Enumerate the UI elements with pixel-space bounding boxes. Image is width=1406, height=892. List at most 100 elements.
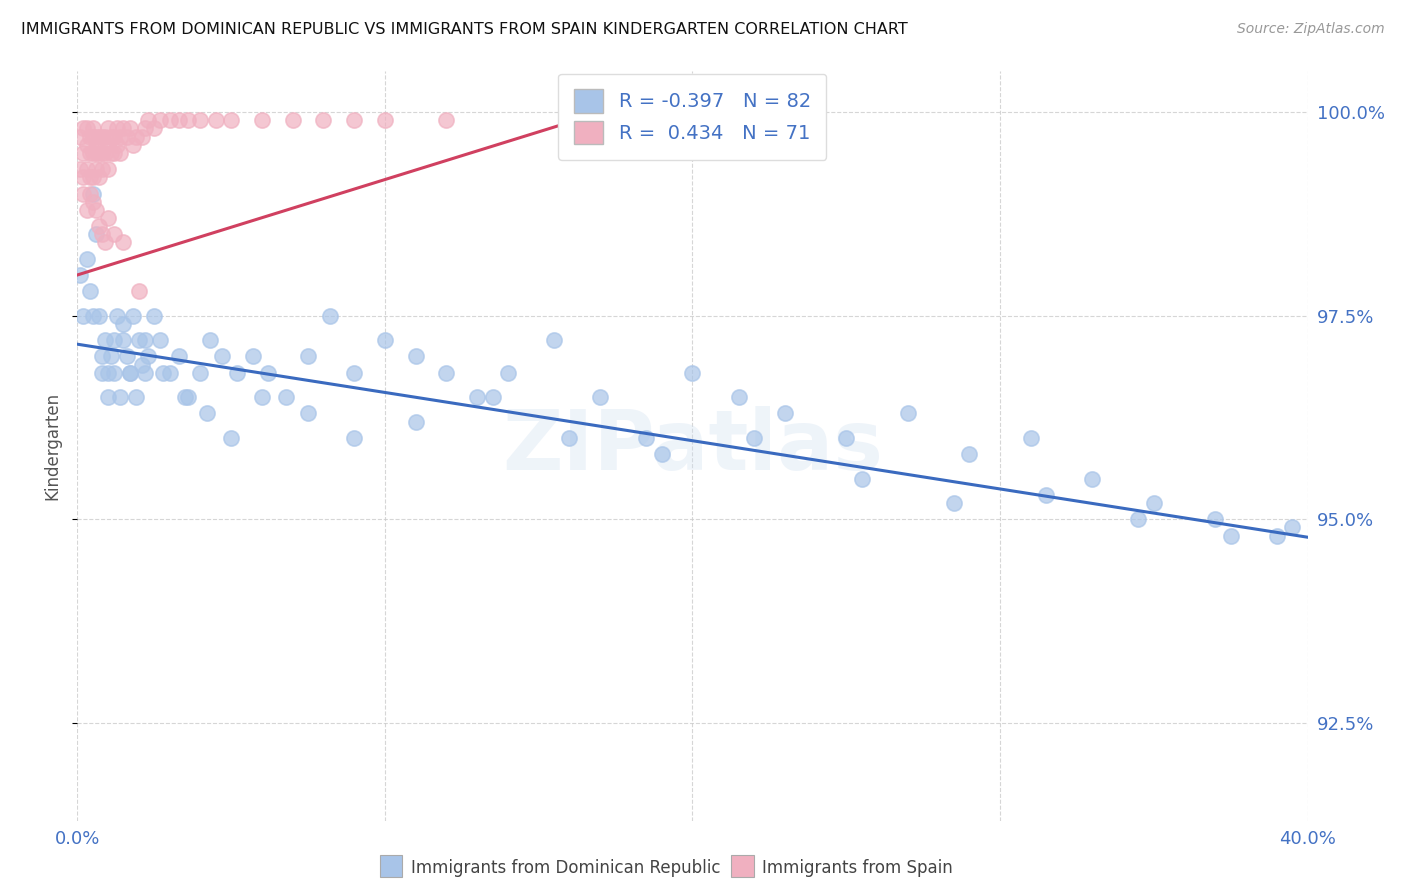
Point	[558, 431, 581, 445]
Legend: R = -0.397   N = 82, R =  0.434   N = 71: R = -0.397 N = 82, R = 0.434 N = 71	[558, 73, 827, 160]
Point	[84, 129, 107, 144]
Point	[82, 194, 104, 209]
Point	[851, 472, 873, 486]
Point	[90, 162, 114, 177]
Point	[727, 390, 749, 404]
Point	[343, 431, 366, 445]
Point	[97, 211, 120, 225]
Point	[481, 390, 503, 404]
Point	[131, 358, 153, 372]
Point	[1081, 472, 1104, 486]
Point	[76, 121, 98, 136]
Point	[167, 113, 190, 128]
Point	[87, 129, 110, 144]
Point	[72, 186, 94, 201]
Point	[636, 431, 658, 445]
Point	[72, 170, 94, 185]
Point	[128, 333, 150, 347]
Point	[94, 235, 117, 250]
Point	[1281, 520, 1303, 534]
Point	[105, 121, 128, 136]
Text: Immigrants from Dominican Republic: Immigrants from Dominican Republic	[411, 859, 720, 877]
Point	[94, 129, 117, 144]
Point	[1128, 512, 1150, 526]
Point	[84, 162, 107, 177]
Point	[97, 137, 120, 152]
Point	[125, 390, 148, 404]
Point	[97, 390, 120, 404]
Point	[79, 170, 101, 185]
Point	[211, 350, 233, 364]
Point	[134, 366, 156, 380]
Point	[90, 350, 114, 364]
Point	[112, 121, 135, 136]
Point	[110, 145, 132, 160]
Point	[82, 129, 104, 144]
Point	[79, 145, 101, 160]
Point	[374, 333, 396, 347]
Point	[589, 390, 612, 404]
Point	[465, 390, 488, 404]
Point	[134, 333, 156, 347]
Point	[436, 366, 458, 380]
Point	[100, 129, 122, 144]
Point	[957, 447, 980, 461]
Point	[136, 113, 159, 128]
Point	[134, 121, 156, 136]
Point	[82, 170, 104, 185]
Point	[112, 333, 135, 347]
Point	[118, 121, 141, 136]
Point	[94, 333, 117, 347]
Point	[405, 350, 427, 364]
Point	[250, 390, 273, 404]
Point	[103, 145, 125, 160]
Point	[121, 137, 143, 152]
Point	[79, 285, 101, 299]
Point	[131, 129, 153, 144]
Text: IMMIGRANTS FROM DOMINICAN REPUBLIC VS IMMIGRANTS FROM SPAIN KINDERGARTEN CORRELA: IMMIGRANTS FROM DOMINICAN REPUBLIC VS IM…	[21, 22, 908, 37]
Point	[174, 390, 197, 404]
Text: ZIPatlas: ZIPatlas	[502, 406, 883, 486]
Point	[343, 113, 366, 128]
Point	[149, 333, 172, 347]
Point	[90, 145, 114, 160]
Point	[90, 366, 114, 380]
Point	[143, 309, 166, 323]
Point	[177, 390, 200, 404]
Point	[121, 309, 143, 323]
Point	[374, 113, 396, 128]
Point	[105, 137, 128, 152]
Point	[103, 129, 125, 144]
Point	[72, 309, 94, 323]
Point	[125, 129, 148, 144]
Point	[136, 350, 159, 364]
Point	[318, 309, 340, 323]
Point	[149, 113, 172, 128]
Point	[682, 366, 704, 380]
Point	[79, 186, 101, 201]
Point	[110, 390, 132, 404]
Point	[69, 129, 91, 144]
Point	[87, 309, 110, 323]
Point	[97, 366, 120, 380]
Point	[152, 366, 174, 380]
Point	[103, 366, 125, 380]
Point	[177, 113, 200, 128]
Point	[1019, 431, 1042, 445]
Point	[84, 227, 107, 242]
Point	[76, 202, 98, 217]
Point	[543, 333, 565, 347]
Point	[128, 285, 150, 299]
Point	[159, 113, 181, 128]
Point	[76, 252, 98, 266]
Point	[297, 406, 319, 420]
Point	[82, 145, 104, 160]
Point	[87, 145, 110, 160]
Point	[250, 113, 273, 128]
Point	[651, 447, 673, 461]
Point	[219, 113, 242, 128]
Point	[100, 350, 122, 364]
Point	[118, 366, 141, 380]
Point	[1143, 496, 1166, 510]
Point	[257, 366, 280, 380]
